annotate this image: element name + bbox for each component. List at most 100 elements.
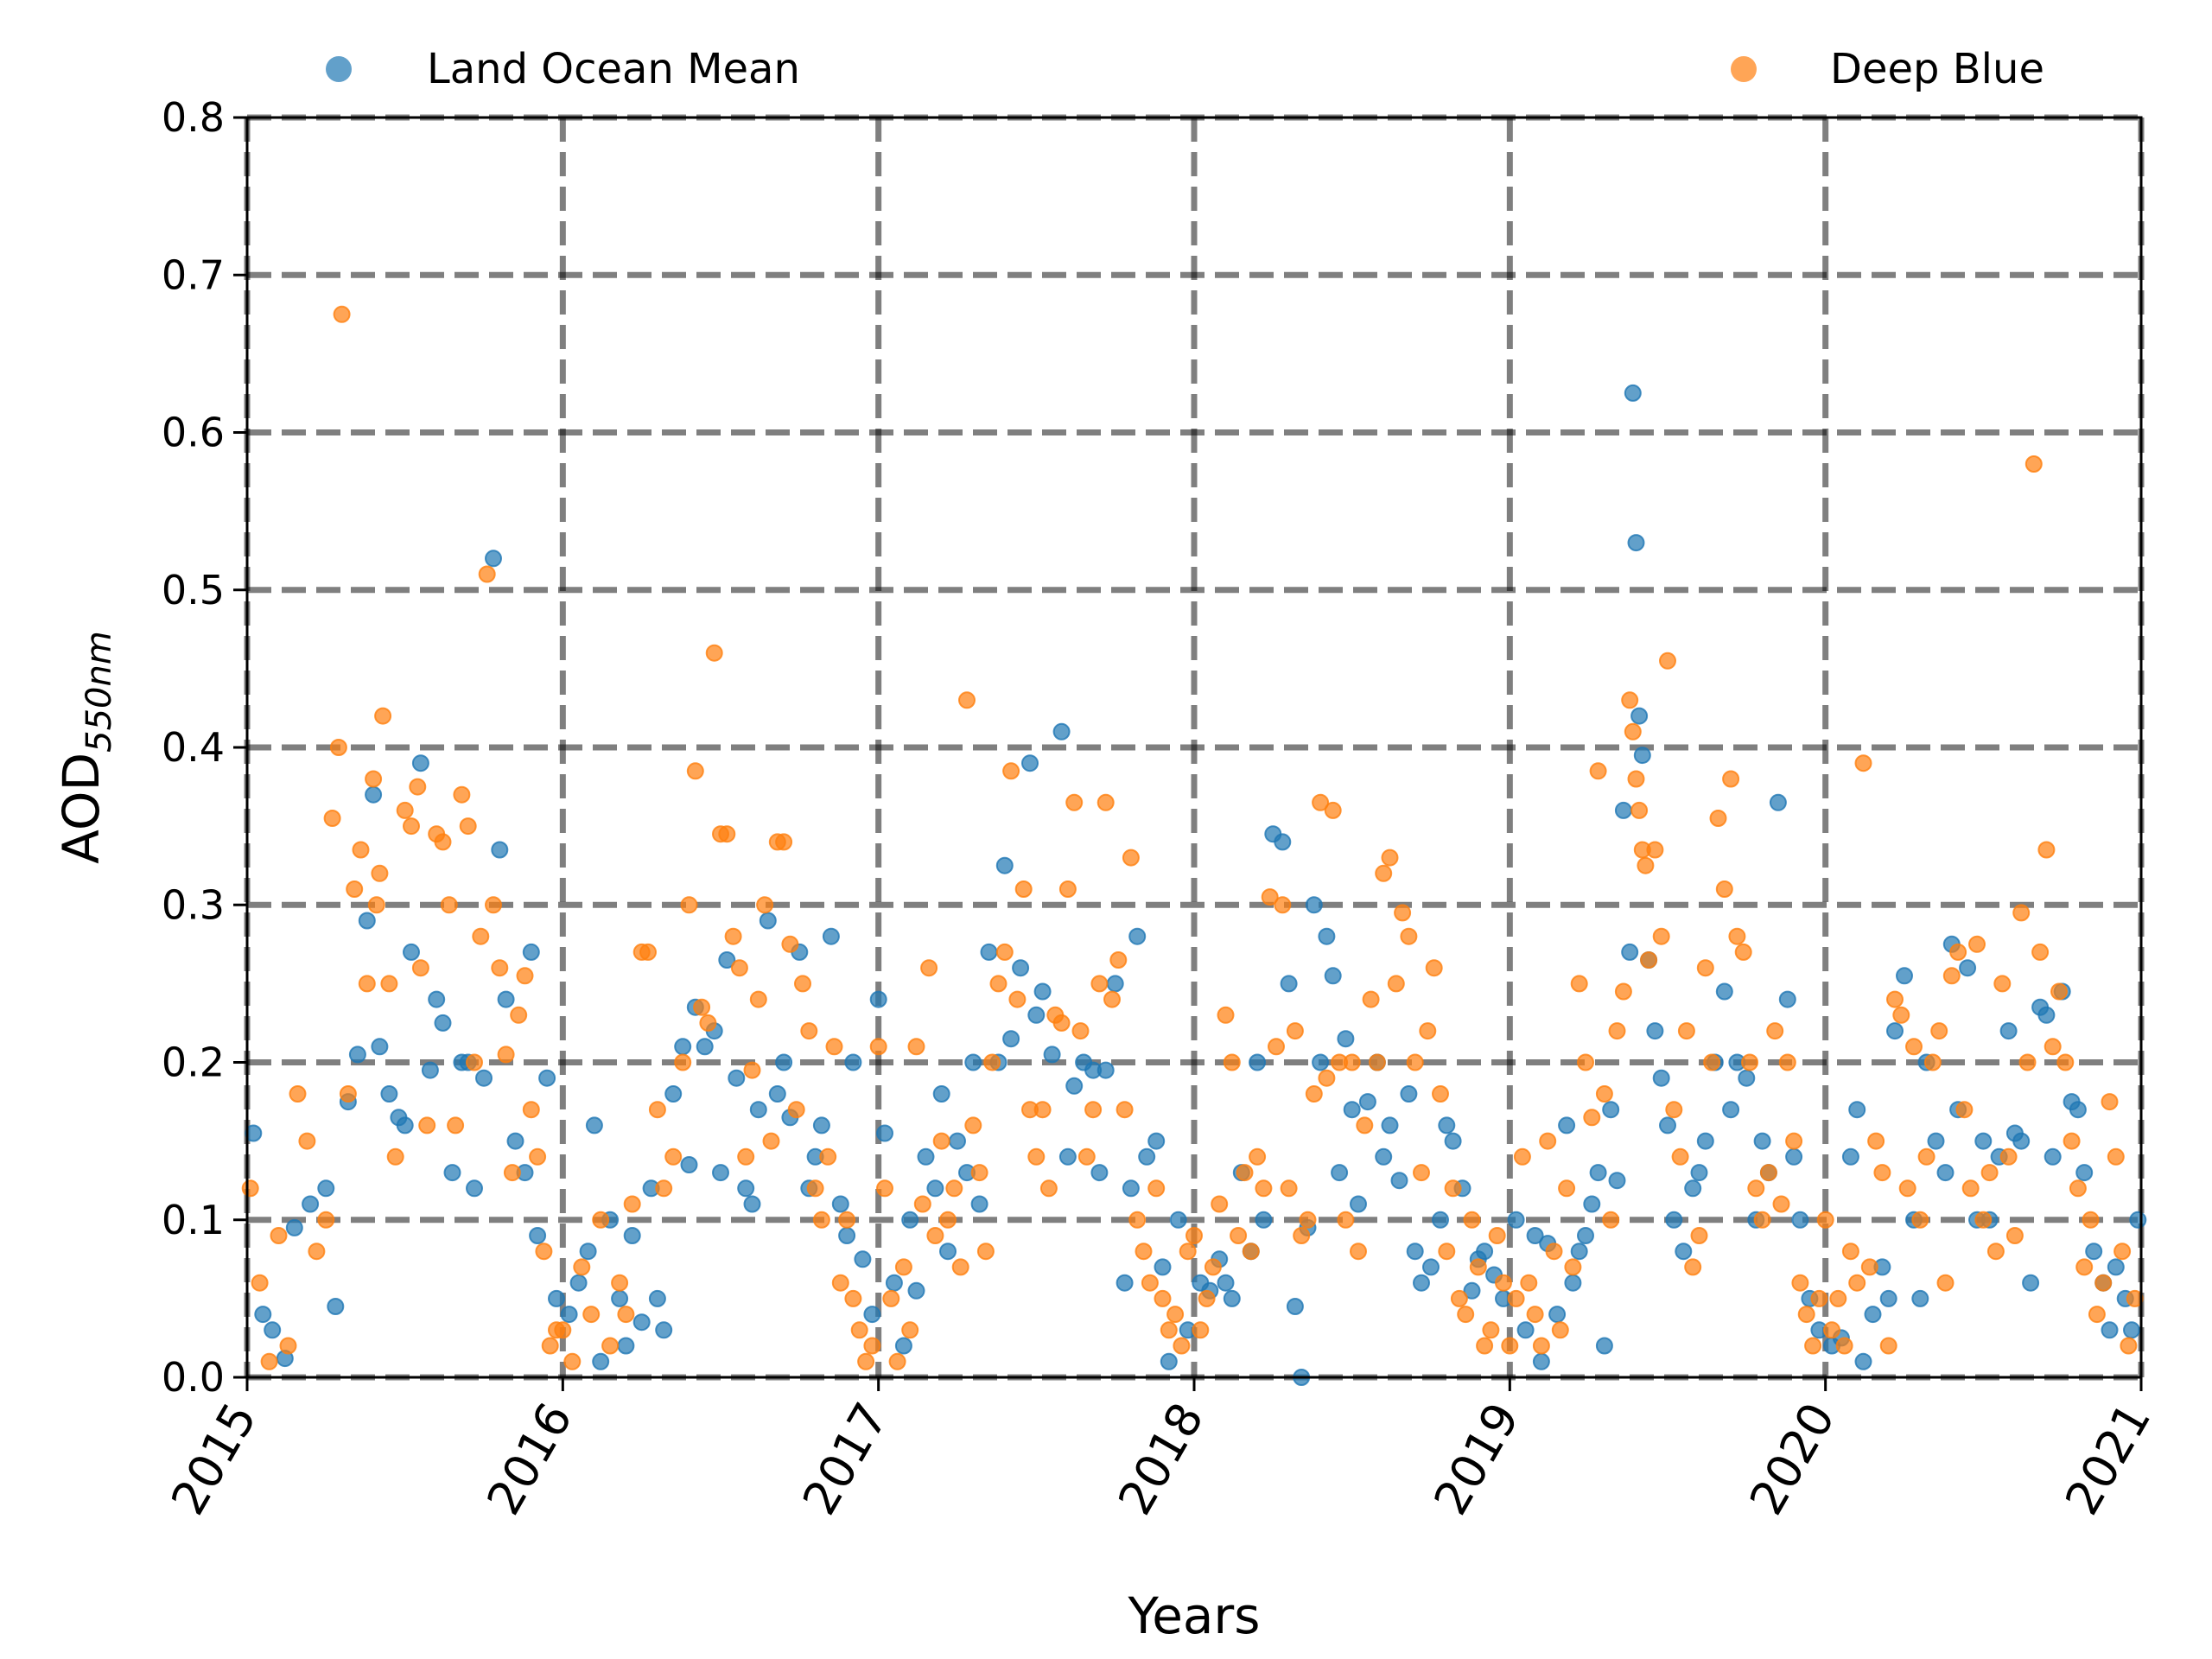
data-point [346, 880, 364, 898]
data-point [317, 1211, 335, 1229]
data-point [1390, 1172, 1408, 1190]
data-point [901, 1321, 919, 1339]
data-point [1128, 1211, 1147, 1229]
y-tick-label: 0.2 [162, 1039, 225, 1086]
data-point [2088, 1306, 2106, 1324]
data-point [648, 1101, 666, 1119]
data-point [913, 1195, 931, 1213]
data-point [411, 754, 429, 772]
data-point [1242, 1243, 1260, 1261]
data-point [1154, 1289, 1172, 1307]
data-point [516, 967, 534, 985]
data-point [838, 1227, 856, 1244]
data-point [1014, 880, 1033, 898]
data-point [1406, 1053, 1424, 1071]
data-point [2037, 841, 2056, 859]
legend-marker-deep-blue [1731, 56, 1757, 82]
data-point [2085, 1243, 2103, 1261]
x-tick-label: 2018 [1108, 1394, 1214, 1524]
data-point [1331, 1164, 1349, 1182]
data-point [1457, 1306, 1475, 1324]
data-point [1577, 1227, 1594, 1244]
data-point [2107, 1147, 2125, 1166]
data-point [459, 817, 477, 836]
data-point [926, 1179, 944, 1198]
data-point [1077, 1147, 1096, 1166]
data-point [1160, 1352, 1178, 1370]
y-tick-label: 0.0 [162, 1354, 225, 1401]
data-point [478, 565, 496, 583]
x-tick-label: 2019 [1423, 1394, 1529, 1524]
data-point [2129, 1211, 2147, 1229]
data-point [298, 1132, 316, 1150]
data-point [1696, 1132, 1714, 1150]
data-point [674, 1038, 692, 1056]
data-point [302, 1195, 320, 1213]
data-point [1741, 1053, 1758, 1071]
data-point [888, 1352, 906, 1370]
data-point [1684, 1258, 1702, 1276]
data-point [1065, 1077, 1084, 1095]
data-point [664, 1147, 683, 1166]
data-point [632, 1313, 651, 1332]
data-point [989, 975, 1007, 993]
data-point [2069, 1101, 2087, 1119]
series-1 [241, 305, 2144, 1370]
data-point [1293, 1227, 1311, 1244]
data-point [1589, 762, 1607, 780]
data-point [730, 959, 748, 977]
data-point [655, 1179, 673, 1198]
data-point [1949, 943, 1967, 961]
legend: Land Ocean Mean Deep Blue [326, 45, 2044, 93]
data-point [1033, 1101, 1052, 1119]
data-point [1138, 1147, 1156, 1166]
x-tick-label: 2020 [1739, 1394, 1846, 1524]
data-point [1299, 1211, 1317, 1229]
data-point [1084, 1101, 1103, 1119]
data-point [1589, 1164, 1607, 1182]
data-point [1595, 1085, 1613, 1103]
data-point [920, 959, 938, 977]
data-point [1438, 1243, 1456, 1261]
data-point [699, 1014, 717, 1032]
data-point [245, 1124, 263, 1142]
data-point [1476, 1337, 1494, 1355]
data-point [1896, 967, 1913, 985]
data-point [1249, 1147, 1267, 1166]
data-point [1394, 904, 1412, 922]
data-point [270, 1227, 288, 1244]
data-point [403, 943, 420, 961]
data-point [491, 841, 509, 859]
data-point [976, 1243, 995, 1261]
data-point [1261, 888, 1279, 906]
data-point [1318, 1069, 1336, 1087]
y-tick-label: 0.4 [162, 724, 225, 771]
data-point [1169, 1211, 1187, 1229]
data-point [1930, 1022, 1948, 1040]
data-point [995, 943, 1014, 961]
data-point [787, 1101, 805, 1119]
data-point [1482, 1321, 1500, 1339]
data-point [1722, 770, 1740, 788]
data-point [932, 1132, 950, 1150]
legend-label-land-ocean-mean: Land Ocean Mean [427, 45, 800, 93]
data-point [1684, 1179, 1702, 1198]
data-point [1286, 1298, 1304, 1315]
data-point [1627, 534, 1645, 552]
data-point [2018, 1053, 2037, 1071]
data-point [1905, 1038, 1923, 1056]
data-point [1223, 1289, 1241, 1307]
data-point [2069, 1179, 2087, 1198]
data-point [737, 1179, 755, 1198]
data-point [374, 707, 392, 725]
data-point [854, 1250, 872, 1268]
data-point [1690, 1164, 1708, 1182]
data-point [1864, 1306, 1882, 1324]
data-point [1753, 1132, 1771, 1150]
data-point [260, 1352, 278, 1370]
data-point [1103, 990, 1121, 1008]
data-point [1577, 1053, 1594, 1071]
data-point [1090, 1164, 1109, 1182]
data-point [1450, 1289, 1468, 1307]
data-point [380, 1085, 398, 1103]
